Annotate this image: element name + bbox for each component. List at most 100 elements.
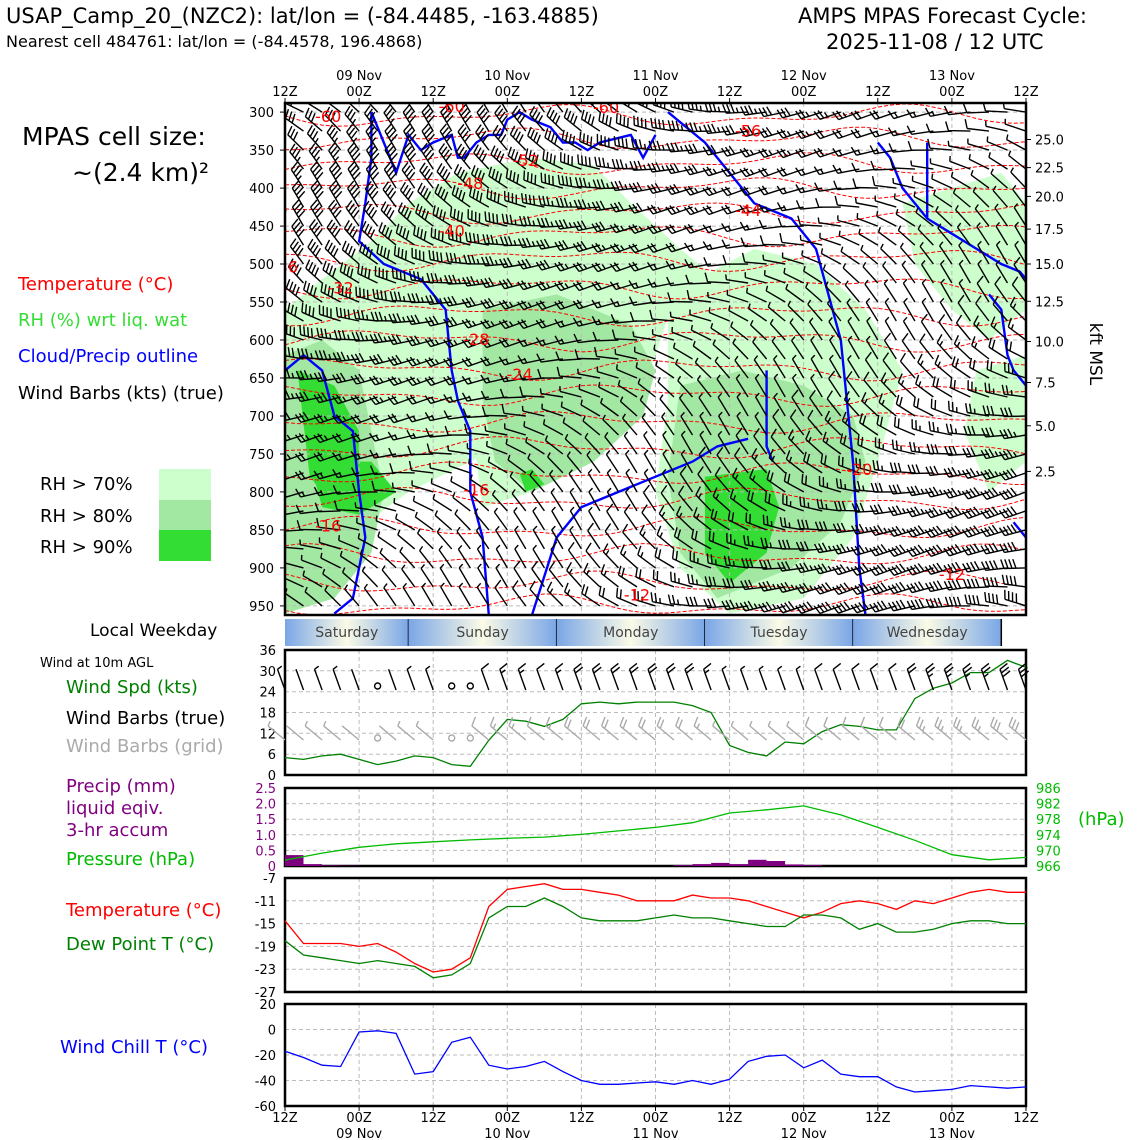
wind-barb — [708, 307, 730, 322]
wind-barb — [458, 563, 471, 588]
wind-barb — [985, 121, 1008, 132]
bottom-date-label: 13 Nov — [929, 1127, 975, 1140]
wind-barb — [776, 166, 804, 177]
wind-barb — [501, 213, 526, 227]
temperature-contour-label: -60 — [593, 98, 619, 117]
wind-barb — [708, 530, 730, 550]
wind-barb — [754, 392, 768, 417]
wind-barb — [869, 128, 897, 138]
wind-barb — [998, 449, 1026, 461]
wind-barb — [1009, 296, 1026, 322]
wind-barb — [654, 547, 675, 569]
wind-barb — [420, 564, 434, 588]
wind-barb — [824, 281, 842, 303]
wind-barb — [625, 468, 638, 493]
wind-barb — [499, 257, 526, 269]
wind-barb — [876, 210, 897, 227]
wind-barb — [844, 280, 860, 303]
wind-barb — [990, 168, 1008, 189]
wind-barb — [285, 247, 286, 264]
wind-barb — [754, 373, 768, 398]
wind-barb — [1007, 317, 1026, 341]
wind-barb — [899, 352, 916, 379]
calm-circle — [466, 682, 474, 690]
wind-barb — [911, 419, 934, 436]
wind-barb — [925, 123, 952, 134]
wind-barb — [671, 326, 693, 341]
wind-barb — [717, 430, 731, 455]
pressure-tick-label: 550 — [249, 296, 274, 311]
pressure-tick-label: 900 — [249, 562, 274, 577]
wind-barb — [647, 183, 675, 194]
wind-barb — [470, 165, 490, 189]
wind-barb — [397, 529, 416, 550]
wind-barb — [795, 601, 823, 614]
wind-barb — [962, 447, 990, 458]
wind-barb — [967, 138, 990, 151]
wind-barb — [517, 237, 545, 249]
wind-barb — [625, 449, 638, 474]
wind-barb — [610, 201, 638, 213]
precip-bar — [322, 865, 341, 866]
wind-barb — [606, 487, 620, 512]
wind-barb — [686, 289, 712, 303]
wind-barb — [406, 394, 434, 405]
wind-barb — [650, 592, 675, 607]
wind-barb — [313, 392, 341, 404]
wind-barb — [579, 131, 601, 151]
wind-barb — [860, 244, 879, 265]
wind-barb — [698, 446, 712, 474]
wind-barb — [563, 582, 582, 607]
wind-barb — [762, 514, 786, 531]
wind-barb — [487, 456, 508, 474]
wind-barb — [982, 576, 1008, 588]
wind-barb — [980, 542, 1008, 555]
y-tick-label: 6 — [268, 748, 276, 763]
wind-barb — [598, 381, 619, 398]
wind-barb — [1014, 221, 1026, 246]
wind-barb — [439, 123, 454, 151]
wind-barb — [691, 528, 712, 550]
wind-barb — [369, 413, 397, 424]
surface-wind-barb-grid — [397, 720, 416, 741]
wind-barb — [958, 240, 971, 265]
wind-barb — [1014, 240, 1026, 265]
wind-barb — [505, 438, 527, 455]
wind-barb — [884, 297, 897, 322]
wind-barb — [1000, 558, 1026, 570]
wind-barb — [994, 275, 1009, 303]
wind-barb — [980, 506, 1008, 520]
wind-barb — [563, 108, 582, 132]
legend-precip: Precip (mm) — [66, 776, 176, 797]
wind-barb — [299, 325, 323, 341]
wind-barb — [535, 337, 564, 347]
wind-barb — [928, 421, 953, 436]
y-tick-label: -7 — [263, 872, 276, 887]
wind-barb — [832, 582, 860, 596]
wind-barb — [967, 380, 990, 398]
pressure-tick-label: 450 — [249, 220, 274, 235]
wind-barb — [333, 500, 360, 512]
wind-barb — [344, 584, 360, 607]
wind-barb — [853, 480, 878, 493]
wind-barb — [1012, 184, 1026, 208]
surface-wind-barb-grid — [637, 716, 656, 741]
wind-barb — [646, 204, 675, 215]
wind-barb — [387, 103, 397, 113]
wind-barb — [424, 412, 452, 422]
y-tick-label: -15 — [255, 918, 276, 933]
surface-wind-barb-grid — [971, 716, 990, 741]
wind-barb — [680, 449, 694, 474]
wind-barb — [753, 355, 768, 379]
y-tick-label: -19 — [255, 940, 276, 955]
wind-barb — [372, 288, 397, 303]
wind-barb — [795, 109, 823, 120]
wind-barb — [643, 449, 657, 474]
wind-barb — [906, 563, 934, 576]
pressure-tick-label: 850 — [249, 524, 274, 539]
wind-barb — [693, 507, 712, 531]
wind-barb — [443, 394, 471, 404]
wind-barb — [870, 160, 897, 171]
wind-barb — [925, 597, 952, 609]
wind-barb — [976, 275, 990, 303]
